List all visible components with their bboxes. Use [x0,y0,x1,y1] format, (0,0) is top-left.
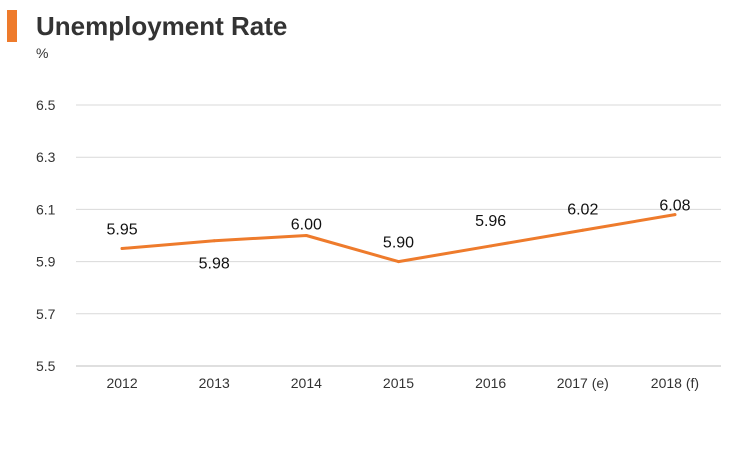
data-point [397,260,400,264]
data-label: 5.95 [107,222,138,239]
y-tick-label: 6.3 [36,149,56,165]
data-label: 6.02 [567,201,598,218]
data-point [304,234,308,237]
y-tick-label: 6.1 [36,201,56,217]
x-tick-label: 2014 [291,375,322,391]
x-tick-label: 2015 [383,375,414,391]
data-label: 6.00 [291,217,322,234]
data-point [212,239,216,243]
data-point [489,244,493,248]
x-tick-label: 2016 [475,375,506,391]
x-tick-label: 2018 (f) [651,375,699,391]
data-label: 6.08 [659,198,690,215]
data-label: 5.98 [199,256,230,273]
y-unit-label: % [36,45,49,61]
x-tick-label: 2017 (e) [557,375,609,391]
y-tick-label: 5.9 [36,254,56,270]
data-label: 5.96 [475,213,506,230]
chart-title: Unemployment Rate [36,11,288,41]
title-accent-bar [7,10,17,42]
data-label: 5.90 [383,235,414,252]
x-tick-label: 2013 [199,375,230,391]
y-tick-label: 5.5 [36,358,56,374]
y-tick-label: 5.7 [36,306,56,322]
data-point [120,247,124,251]
data-point [673,213,677,217]
y-tick-label: 6.5 [36,97,56,113]
x-tick-label: 2012 [106,375,137,391]
data-point [581,228,585,232]
